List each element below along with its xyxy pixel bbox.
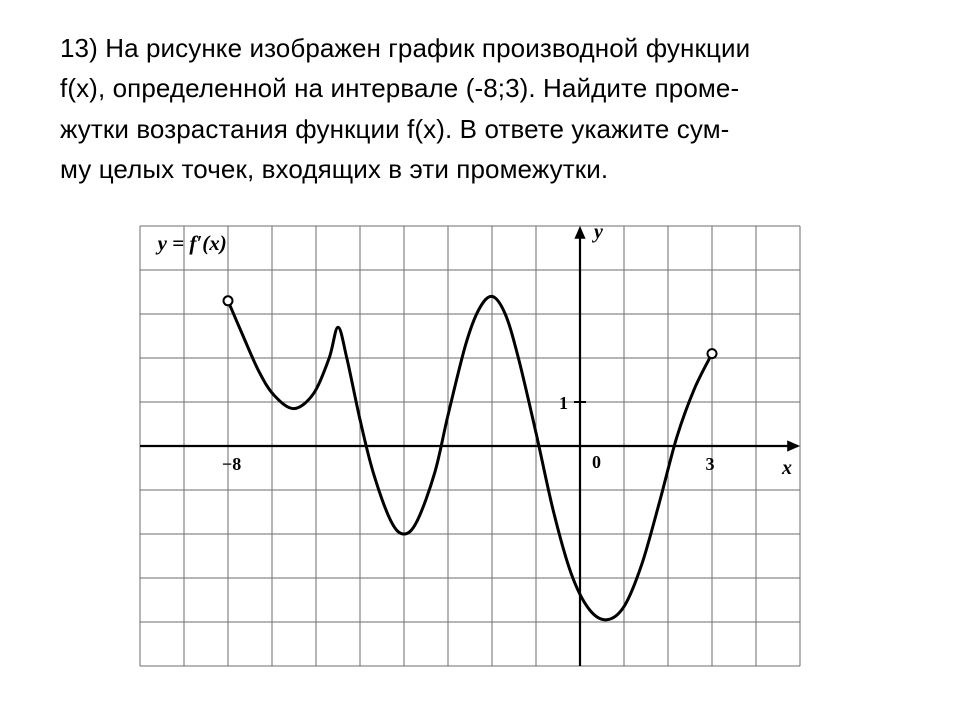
svg-text:y: y [592, 221, 603, 243]
svg-text:0: 0 [592, 452, 601, 472]
svg-text:x: x [781, 457, 792, 479]
svg-text:−8: −8 [222, 454, 241, 474]
svg-text:3: 3 [706, 454, 715, 474]
problem-line: му целых точек, входящих в эти промежутк… [60, 149, 900, 189]
open-endpoint [708, 349, 717, 358]
problem-line: f(x), определенной на интервале (-8;3). … [60, 68, 900, 108]
curve [228, 297, 712, 620]
derivative-chart: y = f′(x) y x 0 1 −8 3 [60, 211, 900, 681]
svg-text:y = f′(x): y = f′(x) [155, 231, 227, 255]
svg-text:1: 1 [559, 393, 568, 413]
axes [140, 226, 800, 666]
chart-svg: y = f′(x) y x 0 1 −8 3 [60, 211, 860, 681]
problem-line: жутки возрастания функции f(x). В ответе… [60, 109, 900, 149]
open-endpoint [224, 296, 233, 305]
problem-line: 13) На рисунке изображен график производ… [60, 28, 900, 68]
problem-text: 13) На рисунке изображен график производ… [60, 28, 900, 189]
